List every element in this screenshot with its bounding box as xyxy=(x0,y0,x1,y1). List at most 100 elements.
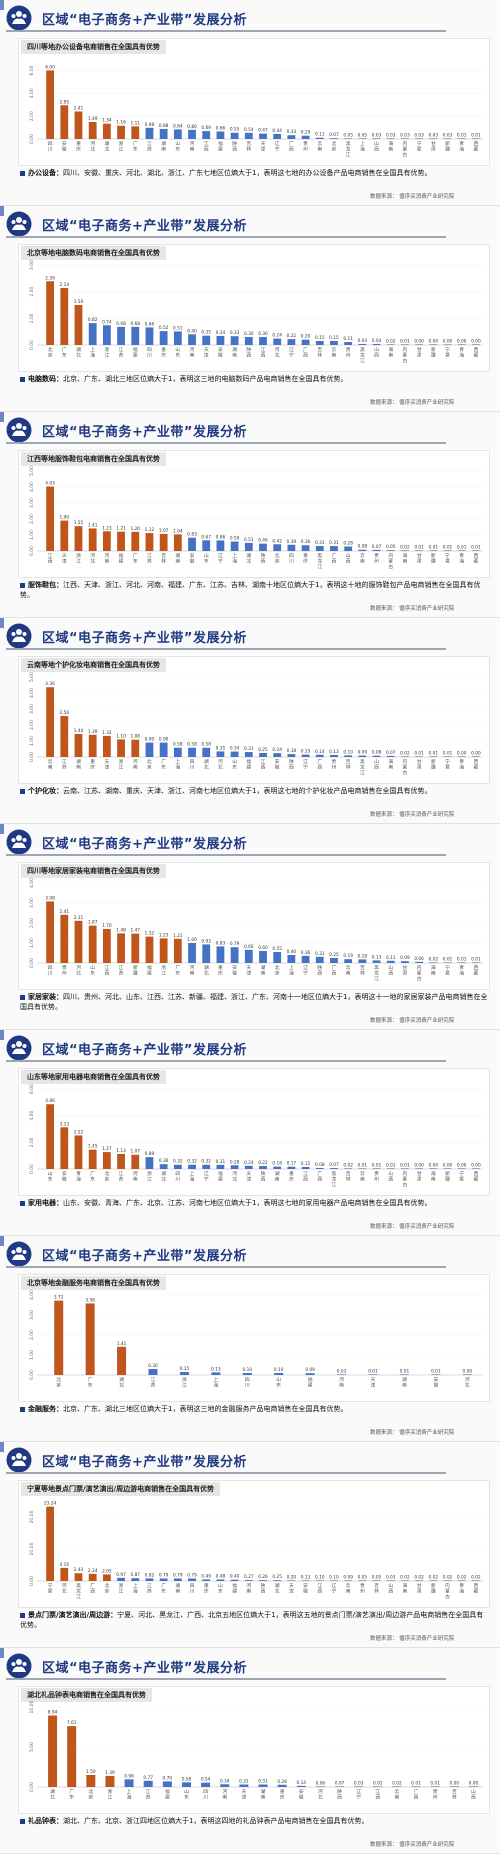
bar xyxy=(117,1346,127,1375)
data-label: 2.11 xyxy=(74,915,84,921)
bar xyxy=(102,325,111,345)
bar xyxy=(415,756,424,757)
data-source: 数据来源： 循序买消费产业研究院 xyxy=(370,1224,455,1230)
category-label: 上海 xyxy=(190,1170,195,1182)
data-label: 0.17 xyxy=(287,1161,297,1167)
bar xyxy=(46,1506,54,1581)
category-label: 湖北 xyxy=(246,552,251,564)
bar xyxy=(358,549,367,551)
data-source: 数据来源： 循序买消费产业研究院 xyxy=(370,1842,455,1848)
data-label: 3.72 xyxy=(54,1295,64,1301)
category-label: 青海 xyxy=(459,140,464,152)
bar xyxy=(88,1149,97,1169)
bar xyxy=(273,338,282,345)
data-label: 0.09 xyxy=(343,1574,353,1580)
bar xyxy=(46,281,54,345)
note-text: 江西、天津、浙江、河北、河南、福建、广东、江苏、吉林、湖南十地区位熵大于1，表明… xyxy=(20,581,481,599)
y-tick-label: 0.00 xyxy=(29,546,35,556)
category-label: 云南 xyxy=(48,759,53,770)
bar xyxy=(86,1775,96,1787)
data-label: 0.34 xyxy=(230,746,240,752)
chart-title: 北京等地电脑数码电商销售在全国具有优势 xyxy=(21,246,166,260)
category-label: 山东 xyxy=(232,758,237,770)
data-label: 0.35 xyxy=(216,745,226,751)
category-label: 福建 xyxy=(147,964,152,976)
bar xyxy=(401,756,409,757)
data-label: 2.41 xyxy=(60,909,70,915)
data-label: 0.24 xyxy=(244,1160,254,1166)
bar xyxy=(159,938,168,963)
bar xyxy=(46,901,54,963)
data-label: 7.61 xyxy=(67,1720,77,1726)
data-label: 2.95 xyxy=(60,99,70,105)
bar xyxy=(386,138,395,139)
y-tick-label: 4.00 xyxy=(29,688,35,698)
category-label: 河南 xyxy=(190,964,195,976)
category-label: 海南 xyxy=(431,1170,436,1182)
category-label: 福建 xyxy=(119,552,124,564)
bar xyxy=(117,739,125,757)
data-label: 0.28 xyxy=(230,1159,240,1165)
bar xyxy=(273,1580,282,1581)
category-label: 广东 xyxy=(90,1170,95,1182)
analysis-note: 家居家装：四川、贵州、河北、山东、江西、江苏、新疆、福建、浙江、广东、河南十一地… xyxy=(20,992,490,1012)
bar xyxy=(301,339,310,345)
category-label: 广西 xyxy=(317,1170,322,1182)
category-label: 宁夏 xyxy=(48,1582,53,1594)
bar xyxy=(159,1164,168,1169)
title-divider xyxy=(6,854,446,856)
data-label: 0.08 xyxy=(372,750,382,756)
data-label: 0.30 xyxy=(244,331,254,337)
data-label: 0.33 xyxy=(230,330,240,336)
data-source: 数据来源： 循序买消费产业研究院 xyxy=(370,1430,455,1436)
category-label: 重庆 xyxy=(76,140,81,152)
bar xyxy=(117,326,125,345)
report-slide: 区域“电子商务+产业带”发展分析 山东等地家用电器电商销售在全国具有优势 0.00 2… xyxy=(0,1030,500,1236)
category-label: 山东 xyxy=(48,1170,53,1182)
category-label: 浙江 xyxy=(119,1582,124,1594)
bar xyxy=(358,1168,367,1169)
data-label: 0.88 xyxy=(159,123,169,129)
category-label: 重庆 xyxy=(303,552,308,564)
bar xyxy=(259,1580,267,1581)
bar xyxy=(468,1786,478,1787)
bar xyxy=(74,526,83,551)
company-logo-icon xyxy=(6,1653,32,1679)
category-label: 浙江 xyxy=(104,346,109,358)
report-slide: 区域“电子商务+产业带”发展分析 云南等地个护化妆电商销售在全国具有优势 0.00 1… xyxy=(0,618,500,824)
data-label: 0.68 xyxy=(116,321,126,327)
chart-title: 江西等地服饰鞋包电商销售在全国具有优势 xyxy=(21,452,166,466)
data-label: 0.22 xyxy=(287,333,297,339)
bullet-icon xyxy=(20,788,25,794)
bar xyxy=(443,344,452,345)
category-label: 湖北 xyxy=(161,1170,166,1182)
bar xyxy=(472,344,480,345)
data-label: 2.43 xyxy=(74,1567,84,1573)
bar xyxy=(88,121,97,139)
y-tick-label: 10.00 xyxy=(29,1542,35,1555)
data-label: 0.00 xyxy=(457,338,467,344)
title-divider xyxy=(6,30,446,32)
data-label: 1.49 xyxy=(88,116,98,122)
corner-marker xyxy=(0,824,4,834)
data-label: 0.79 xyxy=(159,1572,169,1578)
bar xyxy=(443,1168,452,1169)
title-divider xyxy=(6,1472,446,1474)
bar xyxy=(244,1580,253,1581)
data-label: 1.55 xyxy=(74,520,84,526)
bar xyxy=(46,1104,54,1169)
data-label: 0.28 xyxy=(277,1779,287,1785)
y-tick-label: 4.00 xyxy=(29,878,35,888)
bar xyxy=(401,961,409,963)
data-label: 0.03 xyxy=(386,1574,396,1580)
data-label: 2.05 xyxy=(102,1568,112,1574)
data-label: 0.02 xyxy=(400,750,410,756)
analysis-note: 个护化妆：云南、江苏、湖南、重庆、天津、浙江、河南七地区位熵大于1，表明这七地的… xyxy=(20,786,490,796)
bar xyxy=(162,1781,172,1787)
bar xyxy=(273,952,282,963)
category-label: 西藏 xyxy=(473,965,478,976)
data-label: 0.58 xyxy=(187,742,197,748)
data-label: 0.36 xyxy=(159,1158,169,1164)
bar xyxy=(386,1580,395,1581)
bar xyxy=(105,1775,115,1787)
